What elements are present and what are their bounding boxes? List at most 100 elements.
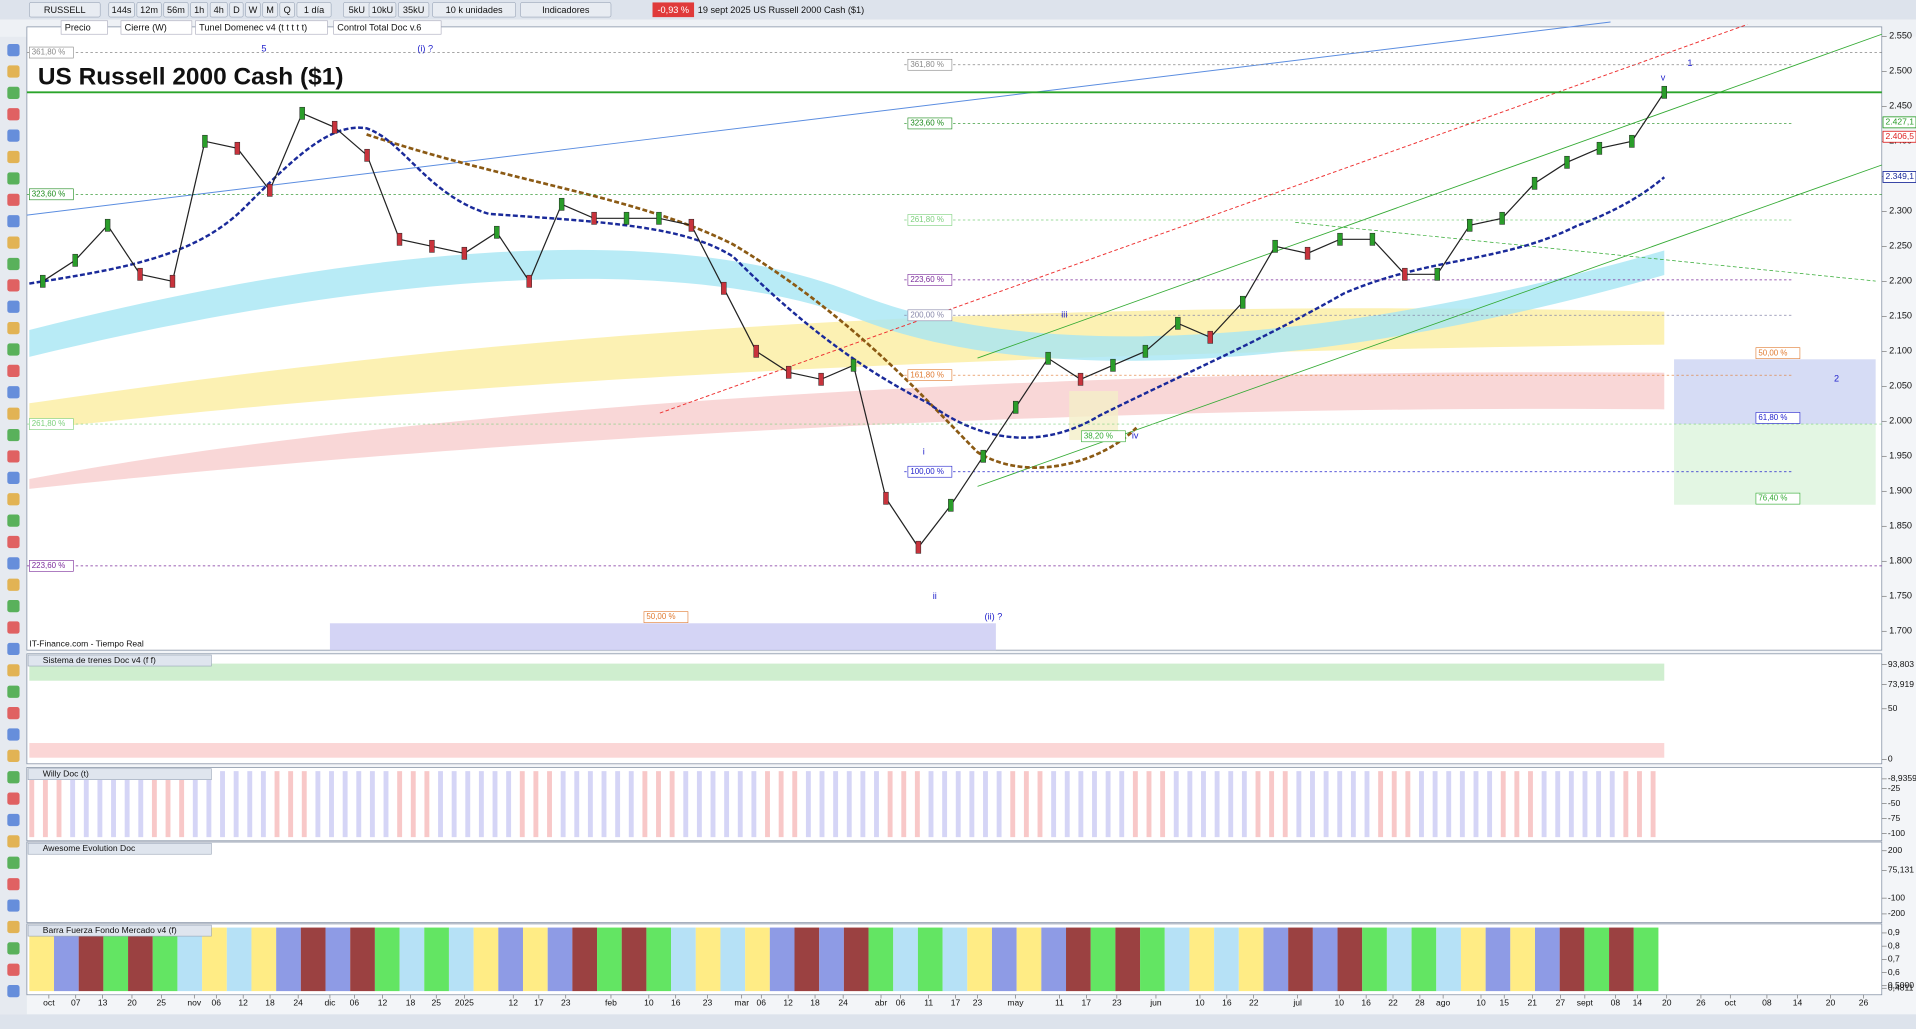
tool-icon[interactable] xyxy=(7,600,20,613)
tool-icon[interactable] xyxy=(7,257,20,271)
legend-item-label[interactable]: Tunel Domenec v4 (t t t t t) xyxy=(199,23,307,33)
units-button-label[interactable]: 5kU xyxy=(349,5,365,15)
units-button[interactable] xyxy=(398,2,430,18)
tool-icon[interactable] xyxy=(7,920,20,934)
signal-band xyxy=(192,771,198,838)
timeframe-button-label[interactable]: 144s xyxy=(112,5,132,15)
tool-icon[interactable] xyxy=(7,642,20,656)
timeframe-button-label[interactable]: 1h xyxy=(194,5,204,15)
tool-icon[interactable] xyxy=(7,428,20,442)
signal-band xyxy=(356,771,362,838)
tool-icon[interactable] xyxy=(7,407,20,420)
timeframe-button-label[interactable]: 56m xyxy=(167,5,185,15)
price-label-box xyxy=(1882,130,1916,143)
tool-icon[interactable] xyxy=(7,749,20,762)
tool-icon[interactable] xyxy=(7,65,20,78)
tool-icon[interactable] xyxy=(7,728,20,741)
timeframe-button[interactable] xyxy=(108,2,135,18)
indicators-button[interactable] xyxy=(520,2,612,18)
tool-icon[interactable] xyxy=(7,386,20,399)
units-button-label[interactable]: 10kU xyxy=(372,5,393,15)
candle xyxy=(299,106,305,120)
strength-band xyxy=(843,927,869,992)
tool-icon[interactable] xyxy=(7,129,20,142)
symbol-button[interactable] xyxy=(29,2,101,18)
tool-icon[interactable] xyxy=(7,578,20,591)
legend-item[interactable] xyxy=(333,20,442,35)
legend-item[interactable] xyxy=(120,20,193,35)
tool-icon[interactable] xyxy=(7,471,20,484)
timeframe-button-label[interactable]: 1 día xyxy=(304,5,325,15)
timeframe-button-label[interactable]: W xyxy=(249,5,258,15)
candle xyxy=(1564,155,1570,169)
tool-icon[interactable] xyxy=(7,193,20,206)
candle xyxy=(785,365,792,379)
tool-icon[interactable] xyxy=(7,878,20,891)
timeframe-button[interactable] xyxy=(209,2,228,18)
tool-icon[interactable] xyxy=(7,322,20,335)
timeframe-button-label[interactable]: M xyxy=(266,5,274,15)
x-tick-label: 13 xyxy=(98,998,108,1008)
tool-icon[interactable] xyxy=(7,86,20,99)
strength-band xyxy=(1510,927,1535,992)
tool-icon[interactable] xyxy=(7,963,20,976)
legend-item-label[interactable]: Control Total Doc v.6 xyxy=(337,23,421,33)
tool-icon[interactable] xyxy=(7,514,20,527)
fib-label-box xyxy=(907,465,953,478)
timeframe-button[interactable] xyxy=(262,2,278,18)
fib-label: 323,60 % xyxy=(32,189,66,198)
legend-item-label[interactable]: Cierre (W) xyxy=(125,23,167,33)
tool-icon[interactable] xyxy=(7,685,20,698)
strength-band xyxy=(1214,927,1239,992)
tool-icon[interactable] xyxy=(7,856,20,869)
units-button[interactable] xyxy=(368,2,397,18)
tool-icon[interactable] xyxy=(7,557,20,570)
tool-icon[interactable] xyxy=(7,813,20,827)
tool-icon[interactable] xyxy=(7,664,20,677)
timeframe-button[interactable] xyxy=(296,2,332,18)
tool-icon[interactable] xyxy=(7,771,20,784)
tool-icon[interactable] xyxy=(7,215,20,228)
tool-icon[interactable] xyxy=(7,621,20,634)
tool-icon[interactable] xyxy=(7,43,20,57)
timeframe-button[interactable] xyxy=(163,2,189,18)
tool-icon[interactable] xyxy=(7,792,20,805)
timeframe-button-label[interactable]: Q xyxy=(284,5,291,15)
tool-icon[interactable] xyxy=(7,150,20,164)
tool-icon[interactable] xyxy=(7,535,20,549)
timeframe-button[interactable] xyxy=(279,2,295,18)
tool-icon[interactable] xyxy=(7,279,20,292)
timeframe-button-label[interactable]: 12m xyxy=(140,5,158,15)
tool-icon[interactable] xyxy=(7,706,20,720)
tool-icon[interactable] xyxy=(7,450,20,463)
tool-icon[interactable] xyxy=(7,364,20,378)
timeframe-button[interactable] xyxy=(190,2,209,18)
timeframe-button-label[interactable]: D xyxy=(233,5,240,15)
legend-item-label[interactable]: Precio xyxy=(65,23,91,33)
timeframe-button[interactable] xyxy=(136,2,162,18)
timeframe-button-label[interactable]: 4h xyxy=(214,5,224,15)
tool-icon[interactable] xyxy=(7,343,20,356)
tool-icon[interactable] xyxy=(7,108,20,121)
units-menu-label[interactable]: 10 k unidades xyxy=(446,5,503,15)
units-button-label[interactable]: 35kU xyxy=(403,5,424,15)
tool-icon[interactable] xyxy=(7,899,20,912)
tool-icon[interactable] xyxy=(7,236,20,249)
status-bar xyxy=(0,1014,1916,1029)
x-tick-label: 16 xyxy=(1361,998,1371,1008)
tool-icon[interactable] xyxy=(7,300,20,313)
timeframe-button[interactable] xyxy=(229,2,244,18)
units-menu[interactable] xyxy=(432,2,516,18)
timeframe-button[interactable] xyxy=(245,2,261,18)
signal-band xyxy=(519,771,525,838)
legend-item[interactable] xyxy=(60,20,108,35)
symbol-button-label[interactable]: RUSSELL xyxy=(44,5,86,15)
tool-icon[interactable] xyxy=(7,835,20,848)
tool-icon[interactable] xyxy=(7,172,20,185)
strength-band xyxy=(893,927,918,992)
tool-icon[interactable] xyxy=(7,942,20,955)
tool-icon[interactable] xyxy=(7,493,20,506)
legend-item[interactable] xyxy=(195,20,328,35)
tool-icon[interactable] xyxy=(7,985,20,998)
indicators-button-label[interactable]: Indicadores xyxy=(542,5,590,15)
